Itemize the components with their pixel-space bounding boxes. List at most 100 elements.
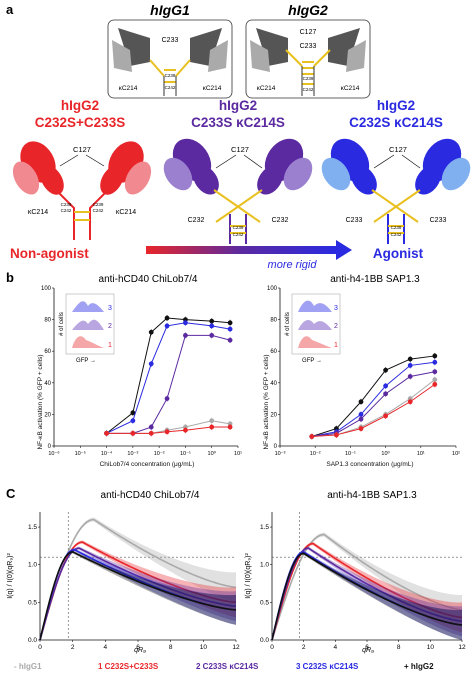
variant-blue-s1: C239: [391, 225, 402, 230]
c-right-ytick-label: 1.5: [260, 524, 269, 531]
panel-b-left-ylabel: NF-κB activation (% GFP + cells): [37, 354, 44, 449]
panel-c-right-xlabel: qR₉: [362, 647, 374, 654]
b-right-data-point: [432, 381, 438, 387]
hIgG2-label: hIgG2: [288, 2, 328, 18]
inset-right-ylabel: # of cells: [285, 312, 291, 336]
b-right-data-point: [358, 416, 364, 422]
variant-red-left: κC214: [28, 209, 48, 216]
legend-igg1: - hIgG1: [14, 662, 42, 671]
b-left-data-point: [148, 430, 154, 436]
b-right-series-line: [311, 371, 435, 438]
variant-blue-title2: C232S κC214S: [349, 115, 443, 130]
b-left-data-point: [209, 318, 215, 324]
b-right-series-line: [311, 361, 435, 438]
igg2-c127: C127: [300, 29, 317, 36]
c-left-error-band: [40, 540, 236, 641]
panel-c-right-ylabel: I(q) / I(0)(qR₉)²: [245, 553, 252, 599]
inset-left-n2: 2: [108, 323, 112, 330]
b-left-ytick-label: 0: [48, 444, 52, 450]
panel-b-left-title: anti-hCD40 ChiLob7/4: [99, 274, 198, 285]
b-left-xtick-label: 10⁻²: [154, 451, 165, 457]
panel-b: b anti-hCD40 ChiLob7/4 anti-h4-1BB SAP1.…: [0, 270, 473, 470]
legend-igg2: + hIgG2: [404, 662, 434, 671]
b-left-data-point: [183, 427, 188, 433]
panel-b-letter: b: [6, 270, 14, 285]
variant-red-s4: C242: [93, 208, 104, 213]
variant-blue-title1: hIgG2: [377, 98, 415, 113]
b-right-xtick-label: 10¹: [417, 451, 425, 457]
variant-blue-s2: C242: [391, 232, 402, 237]
b-left-data-point: [130, 410, 136, 416]
chart-b-right: 0 20 40 60 80 100 10⁻³ 10⁻² 10⁻¹ 10⁰ 10¹ 10²: [267, 286, 460, 457]
b-right-xtick-label: 10⁻²: [310, 451, 321, 457]
panel-a-letter: a: [6, 2, 14, 17]
b-right-data-point: [432, 369, 438, 375]
c-left-xtick-label: 2: [71, 644, 75, 651]
igg2-k1: κC214: [257, 85, 276, 92]
b-left-xtick-label: 10⁻⁶: [48, 450, 59, 457]
variant-red-s1: C239: [61, 202, 72, 207]
inset-right-n3: 3: [334, 305, 338, 312]
b-left-xtick-label: 10⁻⁴: [101, 450, 113, 457]
c-left-xtick-label: 12: [232, 644, 240, 651]
inset-right-xlabel: GFP →: [302, 358, 322, 364]
panel-b-right-ylabel: NF-κB activation (% GFP + cells): [263, 354, 270, 449]
b-right-data-point: [432, 359, 438, 365]
b-right-ytick-label: 0: [274, 444, 278, 450]
igg2-s2: C242: [303, 87, 314, 92]
b-right-data-point: [432, 377, 438, 383]
legend-purple: 2 C233S κC214S: [196, 662, 259, 671]
b-left-ytick-label: 20: [44, 412, 51, 418]
b-right-data-point: [407, 374, 413, 379]
chart-b-left: 0 20 40 60 80 100 10⁻⁶ 10⁻⁵ 10⁻⁴ 10⁻³ 10⁻² 10⁻¹ 10⁰ 1…: [41, 286, 242, 457]
b-left-data-point: [164, 396, 170, 401]
c-left-kratky-curve: [39, 541, 237, 641]
c-left-error-band: [40, 517, 236, 641]
panel-b-left-xlabel: ChiLob7/4 concentration (μg/mL): [100, 461, 195, 468]
igg1-k2: κC214: [203, 85, 222, 92]
igg2-diagram: C127 C233 κC214 κC214 C239 C242: [245, 19, 371, 99]
b-right-data-point: [407, 399, 413, 405]
b-left-data-point: [209, 323, 215, 329]
b-left-series-line: [106, 322, 231, 434]
panel-b-right-title: anti-h4-1BB SAP1.3: [330, 274, 420, 285]
b-left-data-point: [164, 315, 170, 321]
c-right-error-band: [272, 552, 462, 641]
c-right-ytick-label: 0.0: [260, 637, 269, 644]
c-left-error-band: [40, 546, 236, 641]
b-left-data-point: [148, 329, 154, 335]
panel-c-left-title: anti-hCD40 ChiLob7/4: [101, 490, 200, 501]
inset-right-n2: 2: [334, 323, 338, 330]
b-right-data-point: [432, 353, 438, 359]
b-right-data-point: [407, 356, 413, 362]
b-left-data-point: [183, 333, 188, 338]
c-left-kratky-curve: [39, 518, 237, 641]
b-left-xtick-label: 10¹: [234, 451, 242, 457]
variant-purple-title1: hIgG2: [219, 98, 257, 113]
c-left-xtick-label: 0: [38, 644, 42, 651]
panel-c: C anti-hCD40 ChiLob7/4 anti-h4-1BB SAP1.…: [0, 476, 473, 675]
b-left-data-point: [183, 320, 188, 326]
chart-c-left: 0.0 0.5 1.0 1.5 0 2 4 6 8 10 12: [28, 512, 240, 651]
variant-purple-title2: C233S κC214S: [191, 115, 285, 130]
c-left-xtick-label: 4: [104, 644, 108, 651]
legend-blue: 3 C232S κC214S: [296, 662, 359, 671]
b-right-series-line: [311, 355, 435, 437]
igg1-s1: C239: [165, 73, 176, 78]
b-left-data-point: [227, 424, 233, 430]
legend: - hIgG1 1 C232S+C233S 2 C233S κC214S 3 C…: [14, 662, 434, 671]
c-right-xtick-label: 8: [397, 644, 401, 651]
b-right-xtick-label: 10⁻³: [275, 451, 286, 457]
panel-c-right-title: anti-h4-1BB SAP1.3: [327, 490, 417, 501]
b-left-xtick-label: 10⁰: [208, 450, 217, 457]
panel-c-left-ylabel: I(q) / I(0)(qR₉)²: [7, 553, 14, 599]
inset-left-n1: 1: [108, 342, 112, 349]
c-left-error-band: [40, 548, 236, 641]
c-right-ytick-label: 0.5: [260, 599, 269, 606]
b-right-data-point: [383, 391, 388, 397]
variant-blue-left: C233: [346, 217, 363, 224]
inset-right-n1: 1: [334, 342, 338, 349]
variant-red-s2: C242: [61, 208, 72, 213]
b-left-data-point: [104, 430, 109, 436]
chart-c-right: 0.0 0.5 1.0 1.5 0 2 4 6 8 10 12: [260, 512, 466, 651]
